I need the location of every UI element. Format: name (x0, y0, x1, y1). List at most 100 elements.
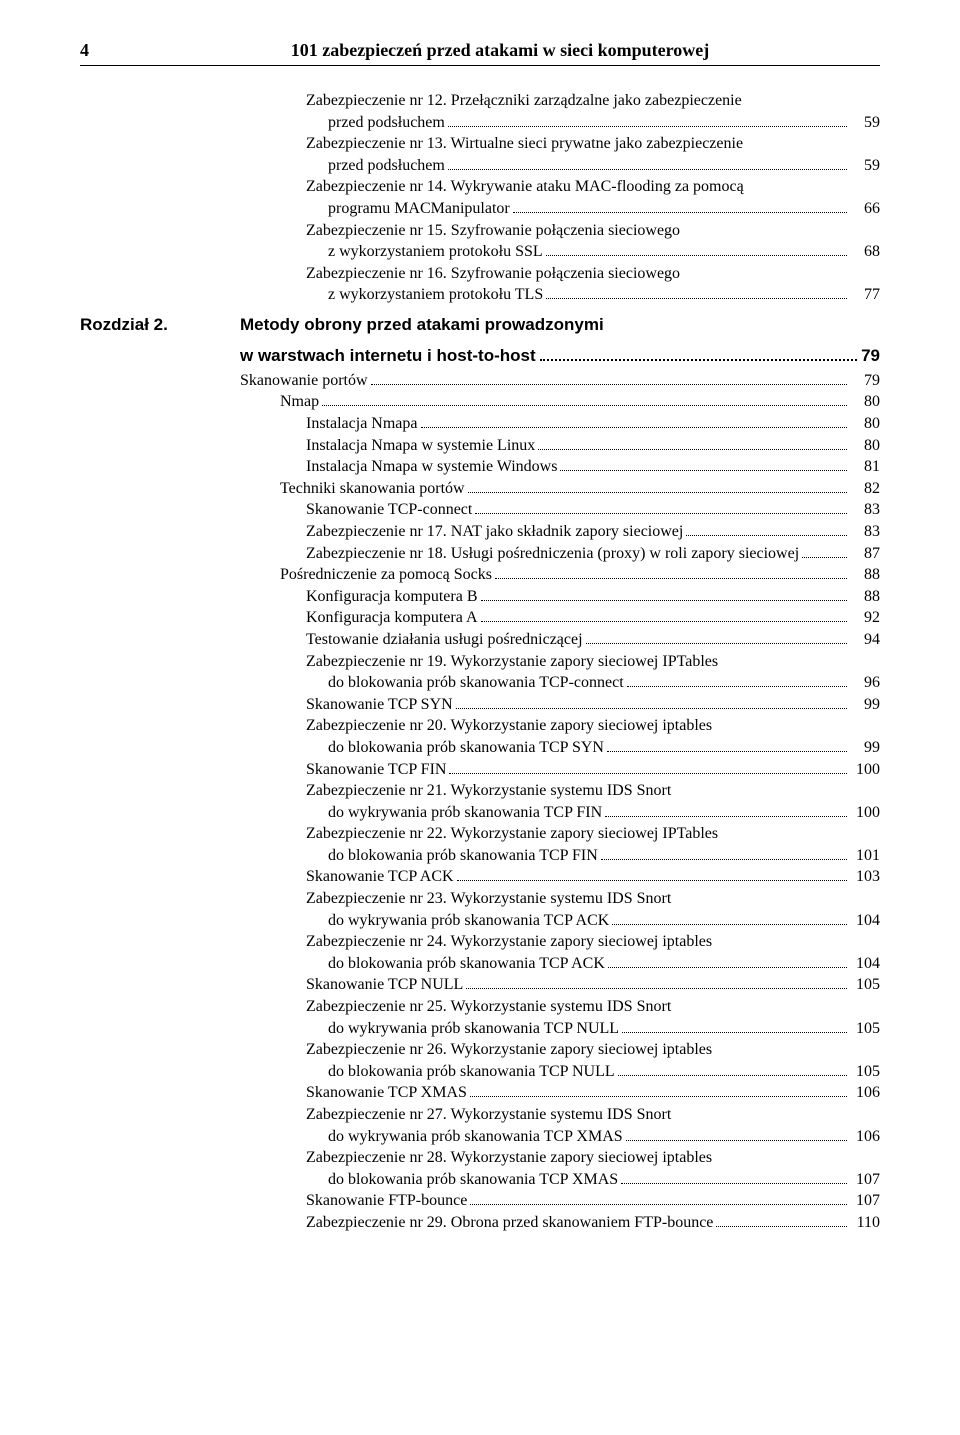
toc-entry-text: Skanowanie TCP FIN (306, 759, 446, 781)
toc-row: do blokowania prób skanowania TCP XMAS 10… (80, 1169, 880, 1191)
toc-entry-page: 88 (850, 586, 880, 608)
toc-row: Zabezpieczenie nr 13. Wirtualne sieci pr… (80, 133, 880, 155)
toc-row: Zabezpieczenie nr 19. Wykorzystanie zapo… (80, 651, 880, 673)
toc-entry-text: do blokowania prób skanowania TCP-connec… (328, 672, 624, 694)
toc-entry-text: Skanowanie portów (240, 370, 368, 392)
leader-dots (601, 859, 847, 860)
leader-dots (481, 600, 848, 601)
toc-entry-text: Zabezpieczenie nr 27. Wykorzystanie syst… (306, 1104, 671, 1126)
leader-dots (626, 1140, 847, 1141)
toc-entry-text: Zabezpieczenie nr 18. Usługi pośrednicze… (306, 543, 799, 565)
leader-dots (538, 449, 847, 450)
toc-entry-page: 80 (850, 435, 880, 457)
toc-entry-text: Zabezpieczenie nr 16. Szyfrowanie połącz… (306, 263, 680, 285)
toc-entry-page: 105 (850, 1061, 880, 1083)
toc-row: Zabezpieczenie nr 27. Wykorzystanie syst… (80, 1104, 880, 1126)
leader-dots (802, 557, 847, 558)
toc-row: z wykorzystaniem protokołu TLS 77 (80, 284, 880, 306)
toc-row: Skanowanie TCP SYN99 (80, 694, 880, 716)
toc-row: do wykrywania prób skanowania TCP ACK104 (80, 910, 880, 932)
toc-entry-page: 83 (850, 521, 880, 543)
leader-dots (612, 924, 847, 925)
leader-dots (456, 708, 847, 709)
toc-entry-page: 105 (850, 1018, 880, 1040)
toc-row: do wykrywania prób skanowania TCP XMAS10… (80, 1126, 880, 1148)
toc-entry-text: przed podsłuchem (328, 155, 445, 177)
toc-entry-text: do blokowania prób skanowania TCP XMAS (328, 1169, 618, 1191)
toc-entry-text: Skanowanie TCP XMAS (306, 1082, 467, 1104)
toc-entry-page: 107 (850, 1169, 880, 1191)
leader-dots (716, 1226, 847, 1227)
toc-row: Zabezpieczenie nr 12. Przełączniki zarzą… (80, 90, 880, 112)
toc-row: przed podsłuchem59 (80, 155, 880, 177)
toc-entry-text: Zabezpieczenie nr 25. Wykorzystanie syst… (306, 996, 671, 1018)
leader-dots (622, 1032, 847, 1033)
toc-entry-text: do blokowania prób skanowania TCP NULL (328, 1061, 615, 1083)
leader-dots (457, 880, 847, 881)
toc-row: Zabezpieczenie nr 18. Usługi pośrednicze… (80, 543, 880, 565)
chapter-heading: w warstwach internetu i host-to-host79 (80, 345, 880, 368)
toc-entry-page: 110 (850, 1212, 880, 1234)
toc-row: Zabezpieczenie nr 22. Wykorzystanie zapo… (80, 823, 880, 845)
leader-dots (546, 255, 847, 256)
toc-row: Zabezpieczenie nr 21. Wykorzystanie syst… (80, 780, 880, 802)
toc-entry-page: 59 (850, 112, 880, 134)
toc-row: do wykrywania prób skanowania TCP FIN100 (80, 802, 880, 824)
toc-entry-page: 77 (850, 284, 880, 306)
toc-row: Zabezpieczenie nr 20. Wykorzystanie zapo… (80, 715, 880, 737)
toc-entry-page: 66 (850, 198, 880, 220)
toc-entry-page: 82 (850, 478, 880, 500)
leader-dots (586, 643, 847, 644)
toc-row: Zabezpieczenie nr 25. Wykorzystanie syst… (80, 996, 880, 1018)
toc-row: Zabezpieczenie nr 23. Wykorzystanie syst… (80, 888, 880, 910)
page-number: 4 (80, 40, 120, 61)
toc-entry-text: Zabezpieczenie nr 14. Wykrywanie ataku M… (306, 176, 744, 198)
toc-entry-text: programu MACManipulator (328, 198, 510, 220)
leader-dots (322, 405, 847, 406)
leader-dots (686, 535, 847, 536)
leader-dots (470, 1204, 847, 1205)
page-header: 4 101 zabezpieczeń przed atakami w sieci… (80, 40, 880, 66)
toc-row: Instalacja Nmapa w systemie Linux80 (80, 435, 880, 457)
toc-row: Testowanie działania usługi pośrednicząc… (80, 629, 880, 651)
toc-entry-page: 94 (850, 629, 880, 651)
toc-row: Zabezpieczenie nr 24. Wykorzystanie zapo… (80, 931, 880, 953)
toc-row: do blokowania prób skanowania TCP FIN101 (80, 845, 880, 867)
chapter-page: 79 (861, 345, 880, 368)
toc-row: Konfiguracja komputera A92 (80, 607, 880, 629)
leader-dots (448, 126, 847, 127)
toc-row: Zabezpieczenie nr 16. Szyfrowanie połącz… (80, 263, 880, 285)
toc-entry-text: do wykrywania prób skanowania TCP NULL (328, 1018, 619, 1040)
toc-row: programu MACManipulator 66 (80, 198, 880, 220)
toc-entry-page: 96 (850, 672, 880, 694)
leader-dots (608, 967, 847, 968)
toc-entry-text: Konfiguracja komputera B (306, 586, 478, 608)
toc-entry-text: Zabezpieczenie nr 17. NAT jako składnik … (306, 521, 683, 543)
leader-dots (546, 298, 847, 299)
toc-entry-text: z wykorzystaniem protokołu TLS (328, 284, 543, 306)
leader-dots (621, 1183, 847, 1184)
toc-entry-text: Techniki skanowania portów (280, 478, 465, 500)
toc-entry-page: 104 (850, 953, 880, 975)
toc-row: do blokowania prób skanowania TCP-connec… (80, 672, 880, 694)
leader-dots (495, 578, 847, 579)
toc-row: przed podsłuchem59 (80, 112, 880, 134)
toc-entry-text: Zabezpieczenie nr 22. Wykorzystanie zapo… (306, 823, 718, 845)
table-of-contents: Zabezpieczenie nr 12. Przełączniki zarzą… (80, 90, 880, 1234)
toc-entry-page: 106 (850, 1126, 880, 1148)
toc-entry-text: Zabezpieczenie nr 12. Przełączniki zarzą… (306, 90, 742, 112)
toc-row: Zabezpieczenie nr 15. Szyfrowanie połącz… (80, 220, 880, 242)
toc-entry-text: Zabezpieczenie nr 29. Obrona przed skano… (306, 1212, 713, 1234)
leader-dots (627, 686, 847, 687)
toc-entry-text: Zabezpieczenie nr 20. Wykorzystanie zapo… (306, 715, 712, 737)
leader-dots (468, 492, 847, 493)
leader-dots (513, 212, 847, 213)
toc-entry-page: 99 (850, 737, 880, 759)
toc-entry-text: Skanowanie TCP ACK (306, 866, 454, 888)
toc-entry-text: Zabezpieczenie nr 19. Wykorzystanie zapo… (306, 651, 718, 673)
toc-entry-page: 92 (850, 607, 880, 629)
leader-dots (475, 513, 847, 514)
toc-row: Skanowanie FTP-bounce107 (80, 1190, 880, 1212)
leader-dots (607, 751, 847, 752)
toc-entry-text: Zabezpieczenie nr 15. Szyfrowanie połącz… (306, 220, 680, 242)
